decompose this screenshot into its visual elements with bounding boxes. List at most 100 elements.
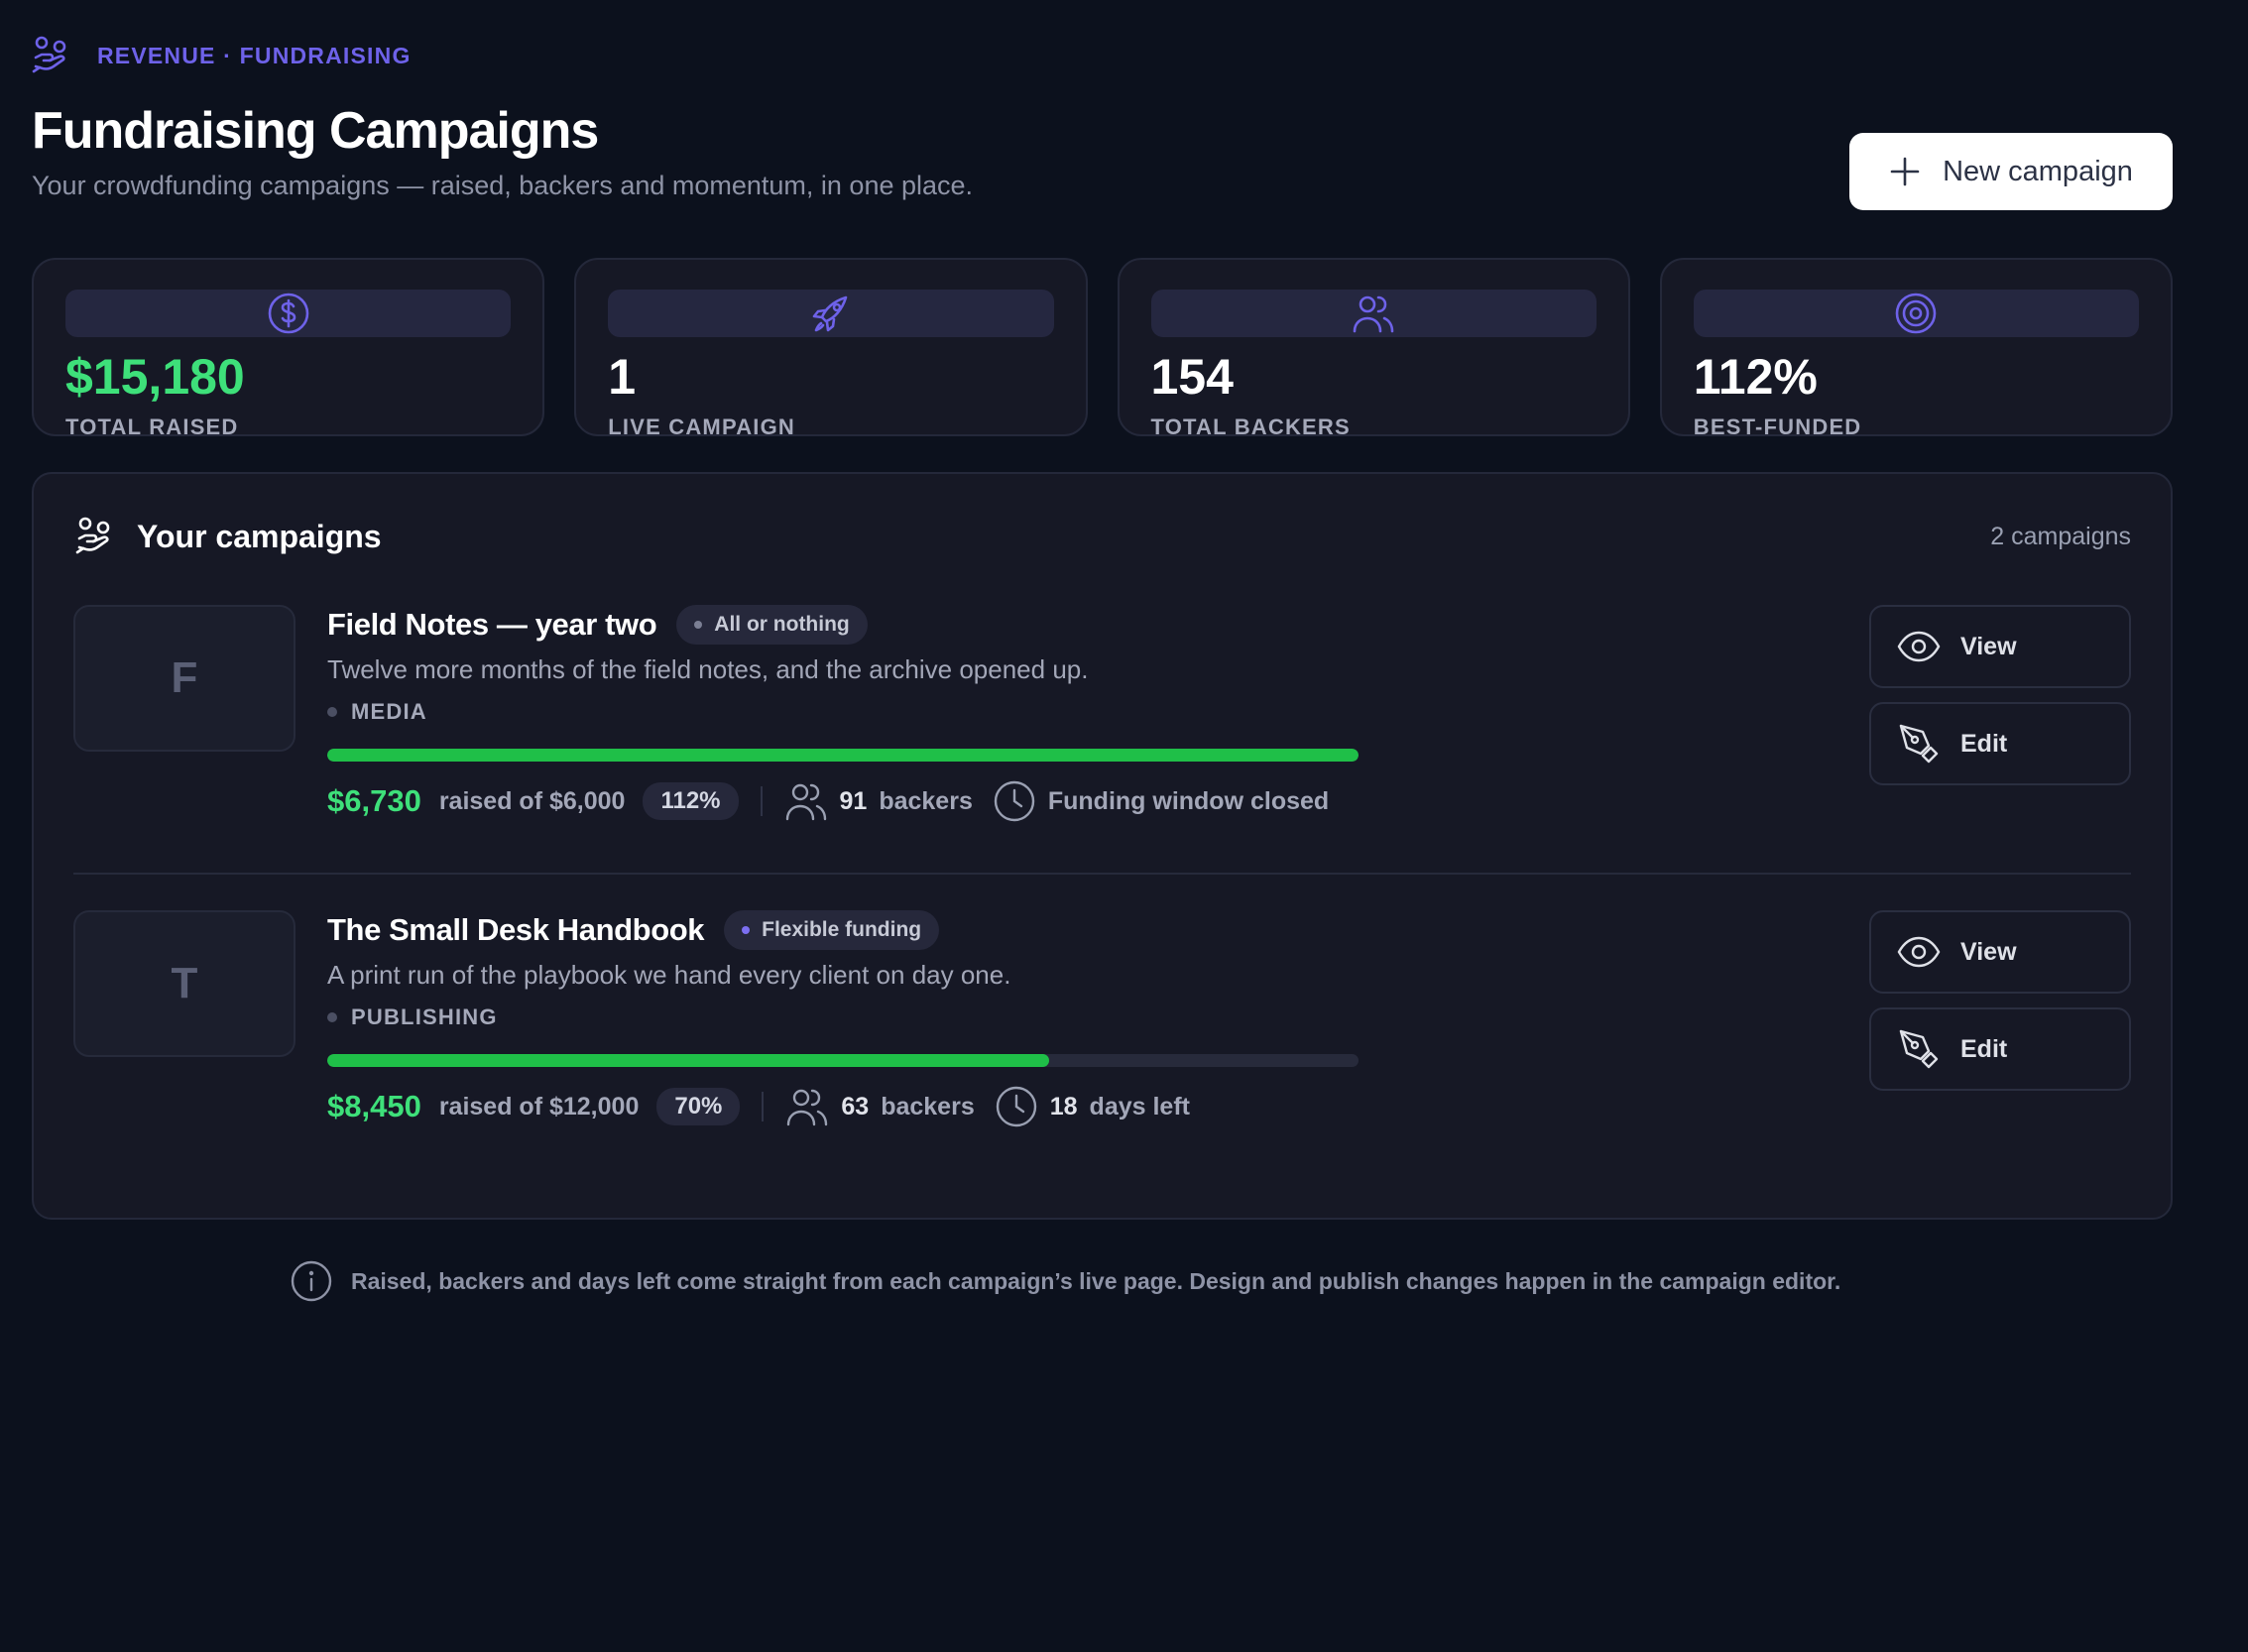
hand-heart-icon bbox=[75, 516, 119, 557]
stat-label: TOTAL BACKERS bbox=[1150, 414, 1351, 439]
row-divider bbox=[73, 873, 2131, 875]
stat-value: 112% bbox=[1693, 349, 1818, 405]
campaign-info: The Small Desk Handbook Flexible funding… bbox=[327, 910, 1418, 1130]
time-metric: 18 days left bbox=[995, 1085, 1190, 1128]
panel-title: Your campaigns bbox=[137, 518, 382, 554]
stat-icon-bar bbox=[608, 290, 1054, 337]
raised-amount: $8,450 bbox=[327, 1089, 421, 1123]
funding-progress-bar bbox=[327, 749, 1359, 762]
raised-of-goal: raised of $6,000 bbox=[438, 786, 626, 815]
badge-label: Flexible funding bbox=[762, 918, 922, 941]
footer-note: Raised, backers and days left come strai… bbox=[290, 1259, 1840, 1303]
campaign-actions: View Edit bbox=[1869, 910, 2131, 1105]
backers-label: backers bbox=[879, 786, 973, 815]
campaign-thumbnail: F bbox=[73, 605, 296, 752]
stat-label: BEST-FUNDED bbox=[1693, 414, 1862, 439]
time-metric: Funding window closed bbox=[993, 779, 1329, 823]
percent-badge: 112% bbox=[643, 782, 739, 820]
view-button[interactable]: View bbox=[1869, 910, 2131, 994]
page-title: Fundraising Campaigns bbox=[32, 102, 599, 160]
clock-icon bbox=[995, 1085, 1038, 1128]
stat-card-live-campaign: 1 LIVE CAMPAIGN bbox=[574, 258, 1088, 439]
hand-heart-icon bbox=[32, 36, 75, 75]
stat-card-total-backers: 154 TOTAL BACKERS bbox=[1117, 258, 1630, 439]
view-label: View bbox=[1960, 937, 2017, 966]
stat-card-total-raised: $15,180 TOTAL RAISED bbox=[32, 258, 545, 439]
edit-button[interactable]: Edit bbox=[1869, 702, 2131, 785]
rocket-icon bbox=[809, 292, 853, 335]
campaign-row: T The Small Desk Handbook Flexible fundi… bbox=[73, 910, 2131, 1148]
page-subtitle: Your crowdfunding campaigns — raised, ba… bbox=[32, 171, 974, 200]
campaign-description: Twelve more months of the field notes, a… bbox=[327, 654, 1089, 684]
panel-header: Your campaigns 2 campaigns bbox=[75, 516, 2131, 557]
pen-tool-icon bbox=[1897, 722, 1941, 766]
campaign-info: Field Notes — year two All or nothing Tw… bbox=[327, 605, 1418, 825]
eye-icon bbox=[1897, 629, 1941, 664]
breadcrumb-text: REVENUE · FUNDRAISING bbox=[97, 42, 412, 68]
raised-of-goal: raised of $12,000 bbox=[438, 1092, 640, 1121]
campaign-thumbnail: T bbox=[73, 910, 296, 1057]
stat-card-best-funded: 112% BEST-FUNDED bbox=[1659, 258, 2173, 439]
users-icon bbox=[1352, 292, 1395, 335]
clock-icon bbox=[993, 779, 1036, 823]
new-campaign-button[interactable]: New campaign bbox=[1849, 133, 2173, 210]
view-button[interactable]: View bbox=[1869, 605, 2131, 688]
backers-metric: 63 backers bbox=[785, 1087, 975, 1126]
plus-icon bbox=[1889, 156, 1921, 187]
info-icon bbox=[290, 1259, 333, 1303]
category-dot bbox=[327, 707, 337, 717]
percent-badge: 70% bbox=[656, 1088, 741, 1125]
badge-label: All or nothing bbox=[714, 613, 850, 636]
badge-dot bbox=[694, 621, 703, 629]
campaign-row: F Field Notes — year two All or nothing … bbox=[73, 605, 2131, 843]
progress-fill bbox=[327, 749, 1359, 762]
campaign-metrics: $8,450 raised of $12,000 70% 63 backers bbox=[327, 1083, 1418, 1130]
category-label: MEDIA bbox=[351, 699, 427, 724]
stat-icon-bar bbox=[1693, 290, 2139, 337]
stat-label: LIVE CAMPAIGN bbox=[608, 414, 796, 439]
progress-fill bbox=[327, 1054, 1049, 1067]
new-campaign-label: New campaign bbox=[1943, 155, 2133, 187]
eye-icon bbox=[1897, 934, 1941, 970]
stats-row: $15,180 TOTAL RAISED 1 LIVE CAMPAIGN 154… bbox=[32, 258, 2173, 439]
pen-tool-icon bbox=[1897, 1027, 1941, 1071]
time-label: days left bbox=[1089, 1092, 1190, 1121]
edit-button[interactable]: Edit bbox=[1869, 1007, 2131, 1091]
category-label: PUBLISHING bbox=[351, 1004, 498, 1029]
stat-value: 1 bbox=[608, 349, 637, 405]
backers-metric: 91 backers bbox=[784, 781, 973, 821]
backers-count: 91 bbox=[839, 786, 868, 815]
stat-label: TOTAL RAISED bbox=[65, 414, 239, 439]
backers-count: 63 bbox=[841, 1092, 870, 1121]
days-left-count: 18 bbox=[1049, 1092, 1078, 1121]
funding-type-badge: Flexible funding bbox=[724, 910, 940, 950]
campaigns-panel: Your campaigns 2 campaigns F Field Notes… bbox=[32, 472, 2173, 1220]
campaign-count: 2 campaigns bbox=[1990, 522, 2131, 550]
view-label: View bbox=[1960, 632, 2017, 660]
users-icon bbox=[785, 1087, 829, 1126]
stat-icon-bar bbox=[65, 290, 512, 337]
stat-value: $15,180 bbox=[65, 349, 245, 405]
stat-value: 154 bbox=[1150, 349, 1234, 405]
campaign-actions: View Edit bbox=[1869, 605, 2131, 799]
funding-type-badge: All or nothing bbox=[676, 605, 868, 645]
target-icon bbox=[1894, 292, 1938, 335]
campaign-title[interactable]: Field Notes — year two bbox=[327, 607, 657, 642]
campaign-title[interactable]: The Small Desk Handbook bbox=[327, 912, 705, 947]
divider bbox=[762, 1092, 765, 1121]
dollar-icon bbox=[267, 292, 310, 335]
time-label: Funding window closed bbox=[1047, 786, 1330, 815]
badge-dot bbox=[742, 926, 751, 934]
page: REVENUE · FUNDRAISING Fundraising Campai… bbox=[32, 32, 2173, 1220]
edit-label: Edit bbox=[1960, 1034, 2008, 1063]
campaign-category: PUBLISHING bbox=[327, 1004, 1418, 1030]
users-icon bbox=[784, 781, 828, 821]
raised-amount: $6,730 bbox=[327, 783, 421, 818]
category-dot bbox=[327, 1012, 337, 1022]
campaign-description: A print run of the playbook we hand ever… bbox=[327, 960, 1011, 990]
edit-label: Edit bbox=[1960, 729, 2008, 758]
breadcrumb: REVENUE · FUNDRAISING bbox=[32, 32, 2173, 79]
divider bbox=[760, 786, 763, 816]
funding-progress-bar bbox=[327, 1054, 1359, 1067]
campaign-category: MEDIA bbox=[327, 699, 1418, 725]
